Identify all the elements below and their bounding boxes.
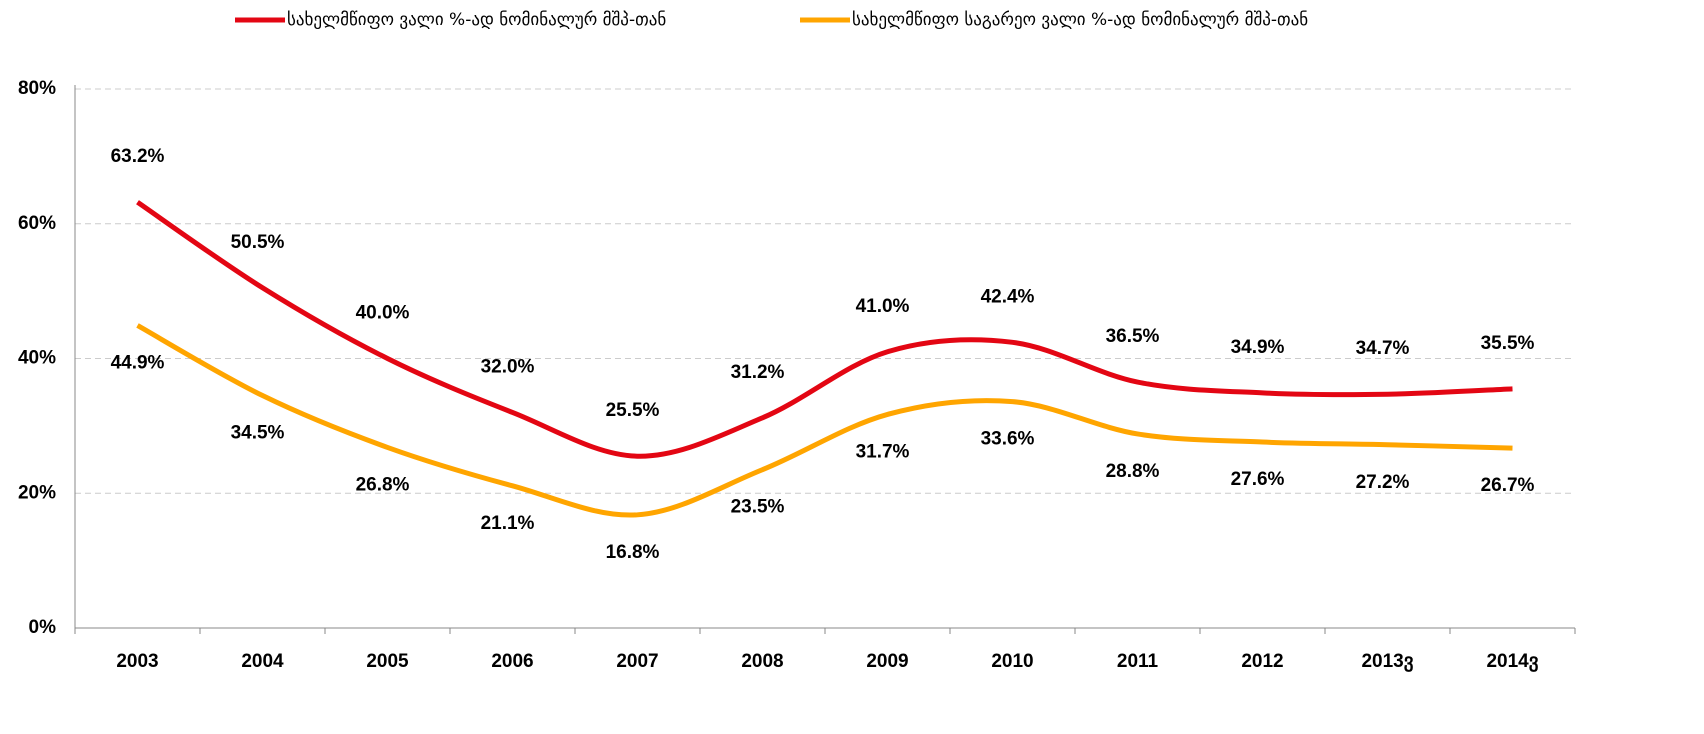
x-tick-label: 2009: [866, 651, 908, 672]
x-tick-label: 2011: [1117, 651, 1159, 672]
data-label: 42.4%: [981, 286, 1035, 307]
y-tick-label: 20%: [18, 482, 56, 503]
data-label: 34.7%: [1356, 338, 1410, 359]
data-label: 33.6%: [981, 429, 1035, 450]
x-tick-label: 2005: [366, 651, 409, 672]
legend-label: სახელმწიფო ვალი %-ად ნომინალურ მშპ-თან: [287, 10, 666, 30]
legend-label: სახელმწიფო საგარეო ვალი %-ად ნომინალურ მ…: [852, 10, 1308, 30]
data-label: 32.0%: [481, 356, 535, 377]
data-label: 44.9%: [111, 353, 165, 374]
data-label: 35.5%: [1481, 333, 1535, 354]
y-tick-label: 0%: [29, 617, 57, 638]
data-label: 40.0%: [356, 303, 410, 324]
data-label: 63.2%: [111, 146, 165, 167]
data-label: 34.9%: [1231, 337, 1285, 358]
data-label: 16.8%: [606, 542, 660, 563]
chart: 0% 20% 40% 60% 80% 2003 2004 2005 2006 2007 2008 20…: [0, 0, 1704, 734]
data-label: 21.1%: [481, 513, 535, 534]
x-tick-label: 2006: [491, 651, 533, 672]
y-tick-label: 40%: [18, 348, 56, 369]
x-tick-label: 2013ვ: [1361, 651, 1413, 672]
y-tick-label: 80%: [18, 78, 56, 99]
data-label: 26.8%: [356, 474, 410, 495]
x-tick-label: 2007: [616, 651, 658, 672]
data-label: 36.5%: [1106, 326, 1160, 347]
data-label: 41.0%: [856, 296, 910, 317]
data-label: 34.5%: [231, 423, 285, 444]
series-line: [138, 202, 1513, 456]
series-line: [138, 325, 1513, 515]
x-tick-label: 2012: [1241, 651, 1283, 672]
x-tick-label: 2003: [116, 651, 158, 672]
data-label: 31.7%: [856, 441, 910, 462]
data-label: 31.2%: [731, 362, 785, 383]
x-tick-label: 2014ვ: [1486, 651, 1538, 672]
x-tick-label: 2008: [741, 651, 783, 672]
x-tick-label: 2004: [241, 651, 284, 672]
data-label: 28.8%: [1106, 461, 1160, 482]
data-label: 27.6%: [1231, 469, 1285, 490]
data-label: 26.7%: [1481, 475, 1535, 496]
data-label: 25.5%: [606, 400, 660, 421]
data-label: 23.5%: [731, 497, 785, 518]
x-tick-label: 2010: [991, 651, 1033, 672]
data-label: 27.2%: [1356, 472, 1410, 493]
y-tick-label: 60%: [18, 213, 56, 234]
data-label: 50.5%: [231, 232, 285, 253]
